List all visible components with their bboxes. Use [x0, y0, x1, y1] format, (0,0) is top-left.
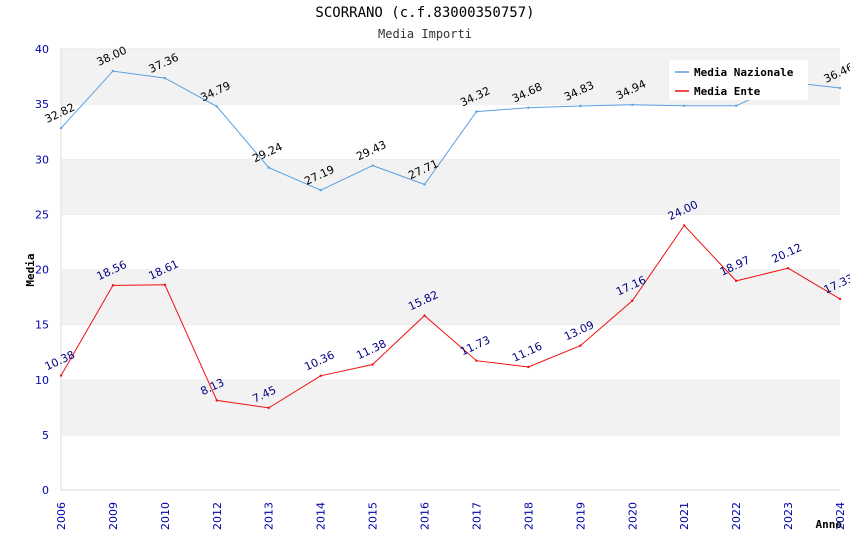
- grid-band: [61, 324, 840, 380]
- data-point: [371, 363, 374, 366]
- data-point: [579, 104, 582, 108]
- legend-entry: Media Ente: [694, 85, 761, 98]
- data-point: [631, 299, 634, 303]
- x-tick-label: 2018: [522, 502, 535, 530]
- grid-band: [61, 159, 840, 215]
- grid-band: [61, 434, 840, 490]
- data-point: [423, 314, 426, 317]
- grid-band: [61, 214, 840, 270]
- x-tick-label: 2021: [678, 502, 691, 530]
- data-point: [838, 297, 842, 301]
- data-point: [734, 104, 738, 107]
- data-point: [163, 76, 167, 80]
- data-point: [59, 126, 63, 130]
- data-point: [475, 110, 478, 113]
- y-tick-label: 25: [35, 208, 49, 221]
- x-tick-label: 2015: [367, 502, 380, 530]
- x-tick-label: 2014: [315, 502, 328, 530]
- legend: Media Nazionale Media Ente: [669, 60, 808, 100]
- chart-title: SCORRANO (c.f.83000350757): [315, 5, 535, 21]
- x-tick-label: 2016: [419, 502, 432, 530]
- data-point: [527, 106, 530, 109]
- series-line-media-ente: [60, 224, 841, 409]
- x-tick-label: 2010: [159, 502, 172, 530]
- legend-entry: Media Nazionale: [694, 66, 794, 79]
- data-point: [527, 365, 530, 369]
- x-tick-label: 2006: [55, 502, 68, 530]
- data-point: [734, 279, 738, 283]
- data-point: [267, 406, 270, 410]
- data-point: [371, 164, 374, 167]
- legend-box: [669, 60, 808, 100]
- y-axis-label: Media: [24, 253, 37, 286]
- x-tick-label: 2012: [211, 502, 224, 530]
- y-tick-label: 5: [42, 429, 49, 442]
- grid-band: [61, 379, 840, 435]
- data-point: [319, 374, 322, 377]
- x-tick-label: 2020: [626, 502, 639, 530]
- data-point: [579, 344, 582, 347]
- x-axis-label: Anno: [816, 518, 843, 531]
- grid-bands: [60, 48, 840, 491]
- x-tick-label: 2013: [263, 502, 276, 530]
- grid-band: [61, 104, 840, 160]
- grid-band: [61, 269, 840, 325]
- data-point: [111, 69, 115, 73]
- data-point: [319, 189, 322, 192]
- data-point: [838, 86, 842, 90]
- data-point: [475, 359, 478, 362]
- data-point: [423, 183, 426, 186]
- data-point: [683, 224, 686, 227]
- data-point: [215, 399, 218, 402]
- chart-subtitle: Media Importi: [378, 27, 472, 41]
- data-point: [631, 103, 634, 106]
- x-tick-label: 2022: [730, 502, 743, 530]
- y-axis-ticks: 0 5 10 15 20 25 30 35 40: [35, 43, 49, 497]
- data-point: [215, 105, 218, 108]
- y-tick-label: 0: [42, 484, 49, 497]
- data-point: [683, 104, 686, 107]
- y-tick-label: 30: [35, 153, 49, 166]
- y-tick-label: 35: [35, 98, 49, 111]
- y-tick-label: 40: [35, 43, 49, 56]
- x-axis-ticks: 2006 2009 2010 2012 2013 2014 2015 2016 2017 2018…: [55, 502, 847, 530]
- x-tick-label: 2009: [107, 502, 120, 530]
- series-lines: [59, 69, 842, 410]
- data-point: [267, 166, 270, 169]
- y-tick-label: 15: [35, 319, 49, 332]
- data-point: [59, 374, 63, 377]
- data-point: [163, 283, 167, 287]
- x-tick-label: 2024: [834, 502, 847, 530]
- y-tick-label: 10: [35, 374, 49, 387]
- series-line-media-nazionale: [60, 70, 841, 191]
- x-tick-label: 2023: [782, 502, 795, 530]
- x-tick-label: 2019: [574, 502, 587, 530]
- x-tick-label: 2017: [470, 502, 483, 530]
- y-tick-label: 20: [35, 264, 49, 277]
- data-point: [786, 266, 790, 270]
- data-point: [111, 284, 115, 287]
